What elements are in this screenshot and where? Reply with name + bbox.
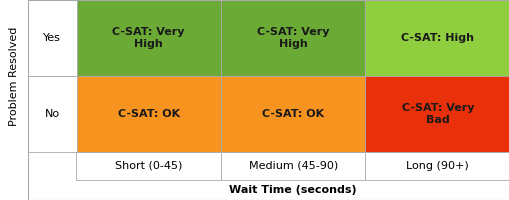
Bar xyxy=(76,152,220,180)
Text: C-SAT: OK: C-SAT: OK xyxy=(262,109,324,119)
Text: Long (90+): Long (90+) xyxy=(406,161,468,171)
Text: Wait Time (seconds): Wait Time (seconds) xyxy=(229,185,356,195)
Bar xyxy=(220,76,365,152)
Text: Medium (45-90): Medium (45-90) xyxy=(248,161,337,171)
Text: C-SAT: Very
High: C-SAT: Very High xyxy=(257,27,329,49)
Bar xyxy=(28,76,76,152)
Text: No: No xyxy=(45,109,60,119)
Text: Problem Resolved: Problem Resolved xyxy=(9,26,19,126)
Text: C-SAT: Very
Bad: C-SAT: Very Bad xyxy=(401,103,473,125)
Bar xyxy=(365,152,509,180)
Bar xyxy=(76,0,220,76)
Text: Yes: Yes xyxy=(43,33,61,43)
Bar xyxy=(28,0,76,76)
Bar xyxy=(220,0,365,76)
Bar xyxy=(365,0,509,76)
Bar xyxy=(365,76,509,152)
Bar xyxy=(76,76,220,152)
Text: C-SAT: Very
High: C-SAT: Very High xyxy=(112,27,185,49)
Bar xyxy=(220,152,365,180)
Text: Short (0-45): Short (0-45) xyxy=(115,161,182,171)
Text: C-SAT: OK: C-SAT: OK xyxy=(118,109,180,119)
Text: C-SAT: High: C-SAT: High xyxy=(401,33,473,43)
